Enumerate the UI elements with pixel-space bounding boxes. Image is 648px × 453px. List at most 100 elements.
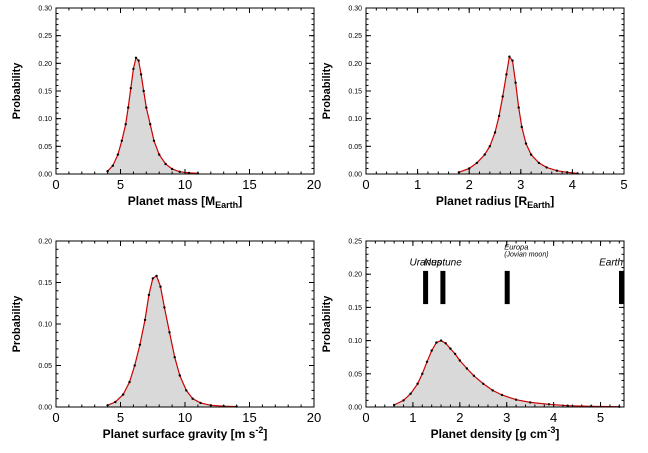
data-point bbox=[127, 106, 130, 109]
y-tick-label: 0.20 bbox=[38, 239, 52, 246]
data-point bbox=[178, 170, 181, 173]
reference-label: Uranus bbox=[409, 258, 441, 269]
data-point bbox=[133, 364, 136, 367]
plot-frame bbox=[55, 240, 315, 408]
data-point bbox=[555, 169, 559, 172]
data-point bbox=[139, 73, 143, 76]
data-point bbox=[409, 392, 412, 395]
data-point bbox=[501, 95, 504, 98]
x-tick-label: 4 bbox=[569, 177, 576, 192]
reference-bar bbox=[619, 270, 624, 305]
y-tick-label: 0.20 bbox=[348, 61, 362, 68]
data-point bbox=[116, 153, 120, 156]
data-point bbox=[137, 59, 140, 62]
reference-label: Earth bbox=[599, 258, 623, 269]
y-tick-label: 0.25 bbox=[348, 239, 362, 246]
data-point bbox=[173, 356, 176, 359]
data-point bbox=[199, 401, 202, 405]
data-point bbox=[483, 153, 486, 156]
y-tick-label: 0.10 bbox=[348, 338, 362, 345]
data-point bbox=[191, 397, 194, 400]
x-tick-label: 15 bbox=[242, 410, 256, 425]
data-point bbox=[524, 142, 528, 145]
data-point bbox=[458, 359, 461, 362]
x-axis-label: Planet density [g cm-3] bbox=[431, 425, 560, 441]
data-point bbox=[508, 55, 511, 58]
x-axis-label-main: Planet density [g cm bbox=[431, 427, 548, 441]
y-tick-label: 0.00 bbox=[348, 172, 362, 179]
y-tick-label: 0.20 bbox=[38, 61, 52, 68]
x-tick-label: 0 bbox=[362, 410, 369, 425]
y-tick-label: 0.30 bbox=[348, 6, 362, 13]
y-tick-label: 0.15 bbox=[348, 305, 362, 312]
data-point bbox=[537, 161, 541, 165]
plot-frame bbox=[365, 240, 625, 408]
data-point bbox=[497, 114, 501, 118]
y-tick-label: 0.15 bbox=[38, 280, 52, 287]
data-point bbox=[566, 404, 569, 407]
x-axis-label-tail: ] bbox=[550, 194, 554, 208]
data-point bbox=[128, 380, 131, 384]
x-tick-label: 10 bbox=[178, 177, 192, 192]
x-tick-label: 15 bbox=[242, 177, 256, 192]
reference-label: Europa bbox=[504, 243, 528, 252]
y-axis-label: Probability bbox=[321, 295, 333, 353]
x-tick-label: 5 bbox=[620, 177, 627, 192]
y-tick-label: 0.15 bbox=[348, 89, 362, 96]
x-tick-label: 5 bbox=[117, 410, 124, 425]
x-tick-label: 2 bbox=[466, 177, 473, 192]
probability-curve bbox=[393, 339, 620, 408]
y-tick-label: 0.10 bbox=[348, 116, 362, 123]
probability-area bbox=[394, 340, 620, 407]
data-point bbox=[402, 399, 405, 402]
data-point bbox=[488, 145, 491, 148]
x-tick-label: 2 bbox=[456, 410, 463, 425]
x-tick-label: 5 bbox=[597, 410, 604, 425]
x-axis-label-tail: ] bbox=[238, 194, 242, 208]
x-axis-label-subscript: Earth bbox=[215, 200, 238, 210]
y-tick-label: 0.05 bbox=[348, 144, 362, 151]
data-point bbox=[468, 167, 471, 170]
data-point bbox=[149, 123, 152, 126]
y-tick-label: 0.05 bbox=[38, 363, 52, 370]
x-tick-label: 3 bbox=[517, 177, 524, 192]
x-tick-label: 0 bbox=[362, 177, 369, 192]
x-tick-label: 1 bbox=[414, 177, 421, 192]
data-point bbox=[151, 277, 154, 280]
data-point bbox=[475, 161, 479, 165]
data-point bbox=[134, 56, 138, 59]
data-point bbox=[493, 131, 497, 134]
y-tick-label: 0.25 bbox=[348, 33, 362, 40]
data-point bbox=[124, 123, 127, 126]
data-point bbox=[120, 139, 124, 142]
data-point bbox=[517, 106, 520, 109]
data-point bbox=[132, 67, 135, 71]
y-tick-label: 0.00 bbox=[348, 405, 362, 412]
data-point bbox=[514, 81, 517, 84]
reference-sublabel: (Jovian moon) bbox=[504, 251, 548, 258]
y-tick-label: 0.15 bbox=[38, 89, 52, 96]
data-point bbox=[529, 153, 533, 156]
data-point bbox=[152, 139, 156, 142]
x-axis-label: Planet mass [MEarth] bbox=[128, 194, 242, 210]
data-point bbox=[449, 347, 452, 350]
data-point bbox=[178, 374, 181, 377]
data-point bbox=[145, 106, 148, 109]
y-tick-label: 0.05 bbox=[38, 144, 52, 151]
y-tick-label: 0.00 bbox=[38, 172, 52, 179]
data-point bbox=[163, 306, 166, 309]
panel-2: 0 1 2 3 4 5 0.00 0.05 0.10 0.15 0.20 0.25 0.30 Probab… bbox=[321, 6, 628, 211]
y-axis-label: Probability bbox=[11, 62, 23, 120]
data-point bbox=[159, 285, 162, 288]
y-tick-label: 0.30 bbox=[38, 6, 52, 13]
x-axis-label-superscript: -2 bbox=[255, 425, 263, 435]
data-point bbox=[129, 87, 132, 90]
data-point bbox=[164, 162, 167, 166]
data-point bbox=[147, 293, 151, 297]
probability-area bbox=[107, 57, 198, 174]
data-point bbox=[138, 343, 142, 346]
x-tick-label: 0 bbox=[52, 410, 59, 425]
data-point bbox=[425, 360, 429, 363]
reference-bar bbox=[504, 270, 510, 305]
